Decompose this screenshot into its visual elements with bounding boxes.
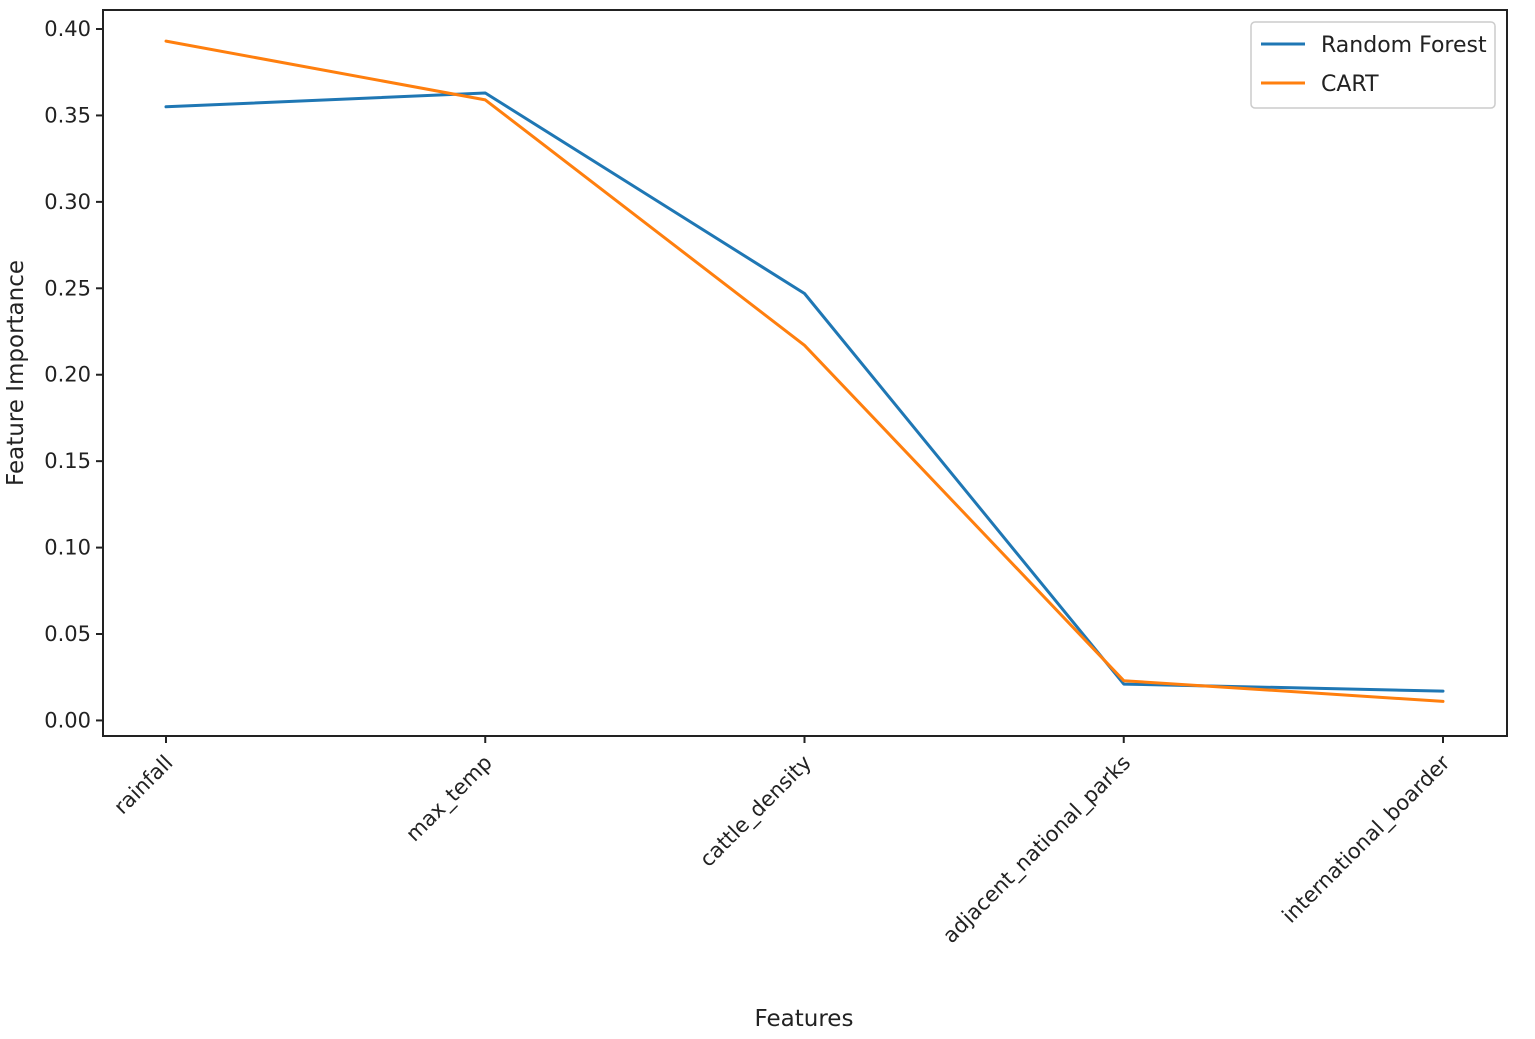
x-tick-label: rainfall xyxy=(109,751,177,819)
x-tick-label: adjacent_national_parks xyxy=(938,751,1136,949)
y-tick-label: 0.15 xyxy=(44,449,91,473)
y-tick-label: 0.40 xyxy=(44,17,91,41)
y-tick-label: 0.05 xyxy=(44,622,91,646)
y-tick-label: 0.25 xyxy=(44,276,91,300)
y-axis-label: Feature Importance xyxy=(3,260,29,486)
plot-frame xyxy=(103,10,1507,736)
legend-label-0: Random Forest xyxy=(1321,33,1487,58)
y-tick-label: 0.00 xyxy=(44,708,91,732)
x-tick-label: international_boarder xyxy=(1277,750,1455,928)
x-axis-label: Features xyxy=(755,1006,854,1032)
x-tick-label: max_temp xyxy=(401,751,497,847)
legend-label-1: CART xyxy=(1321,72,1379,97)
plot-area xyxy=(166,41,1443,701)
y-tick-label: 0.30 xyxy=(44,190,91,214)
y-tick-label: 0.20 xyxy=(44,363,91,387)
axes: 0.00 0.05 0.10 0.15 0.20 0.25 0.30 0.35 0.40 rain… xyxy=(44,10,1507,949)
x-tick-label: cattle_density xyxy=(695,751,817,873)
series-line-0 xyxy=(166,93,1443,691)
y-tick-label: 0.35 xyxy=(44,103,91,127)
y-tick-label: 0.10 xyxy=(44,536,91,560)
series-line-1 xyxy=(166,41,1443,701)
legend: Random Forest CART xyxy=(1251,22,1495,108)
